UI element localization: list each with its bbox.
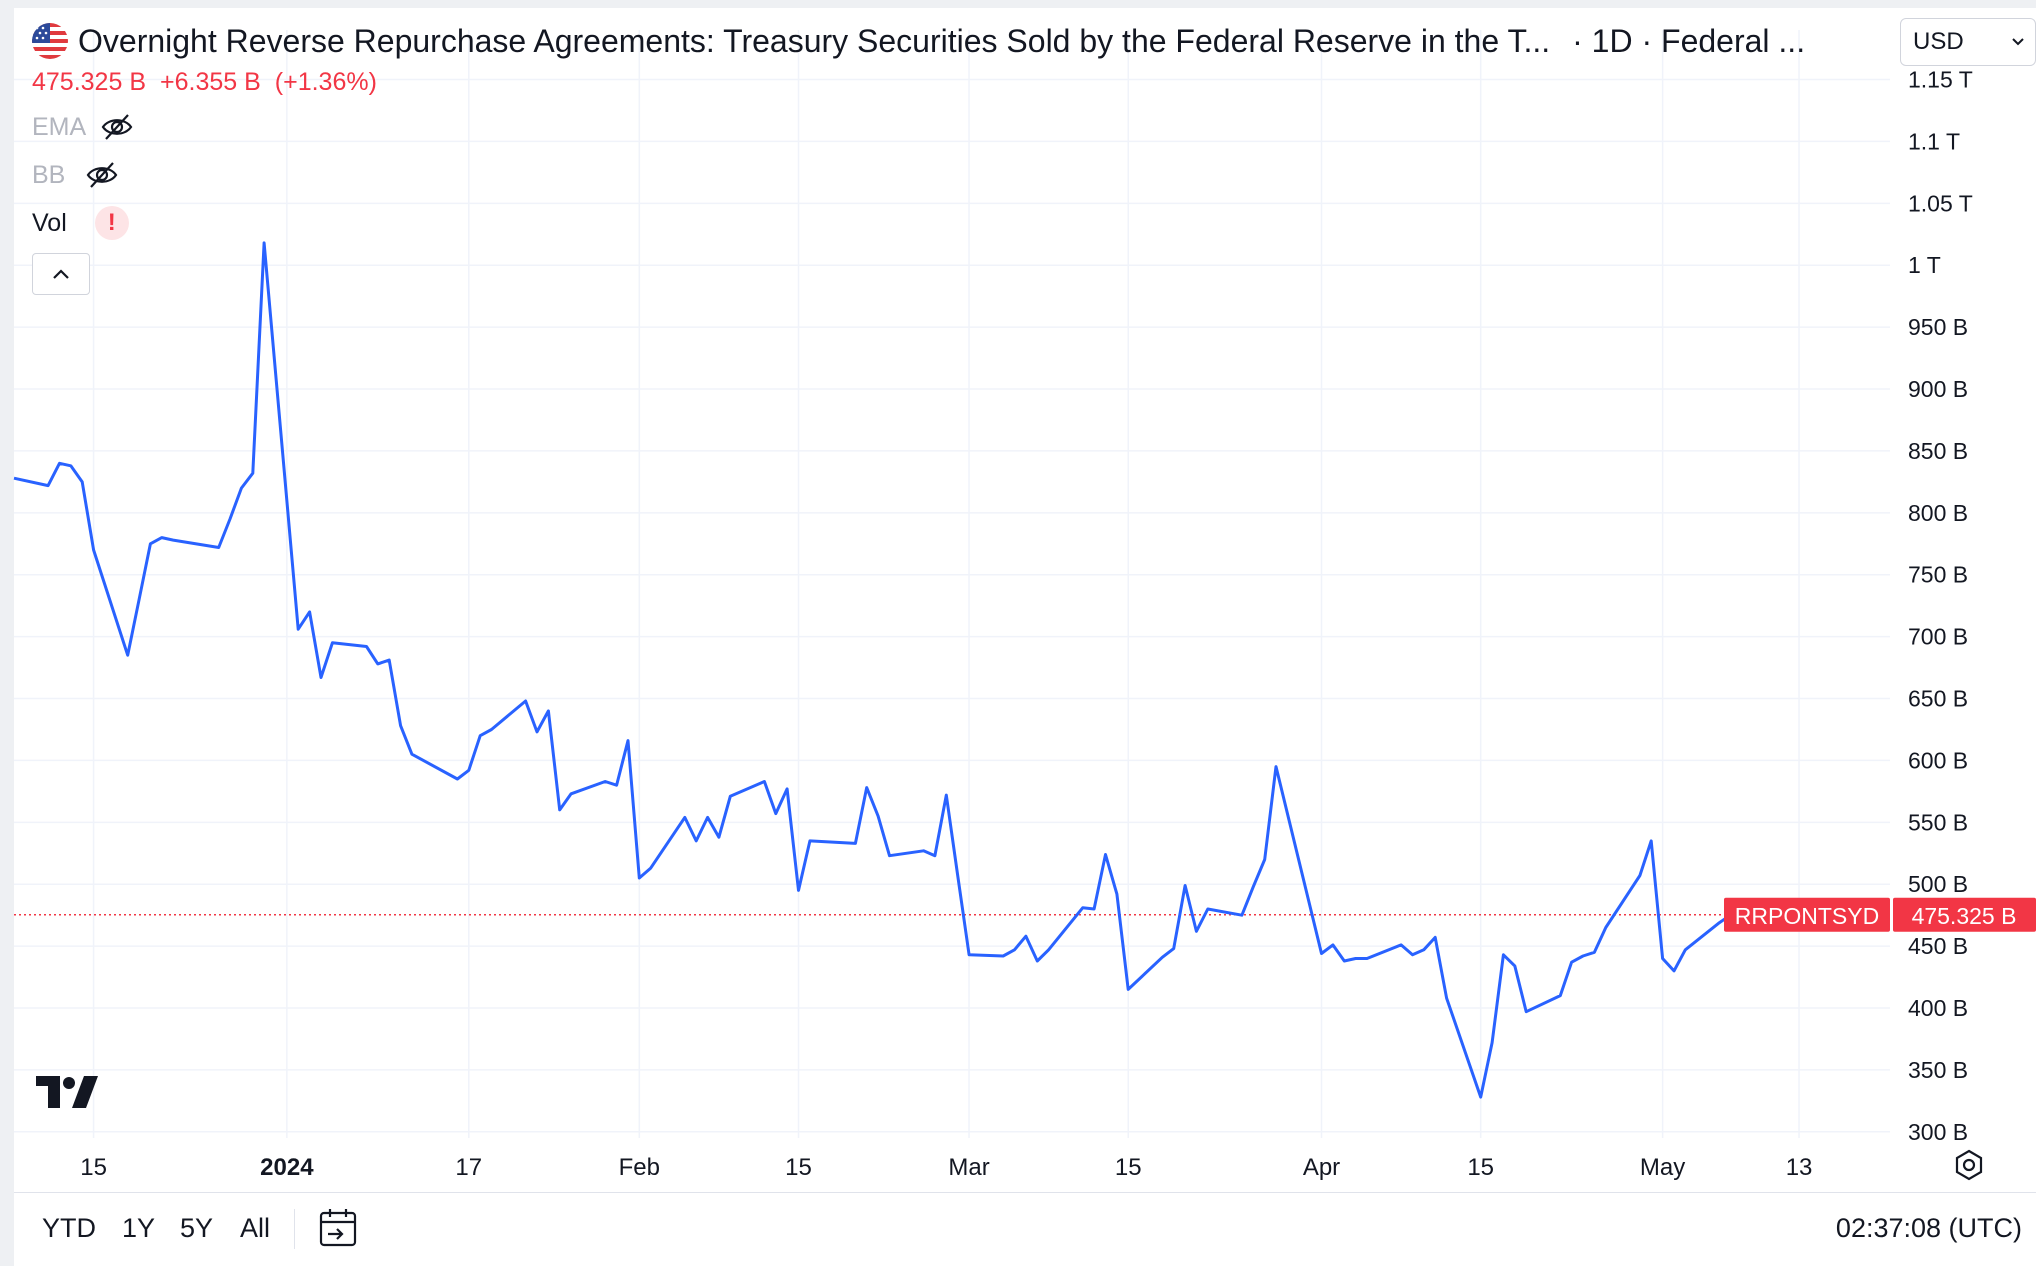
- y-tick-label: 950 B: [1908, 314, 1968, 340]
- last-price: 475.325 B: [32, 68, 146, 96]
- symbol-tag: [1724, 897, 1890, 932]
- eye-off-icon[interactable]: [85, 160, 119, 190]
- x-tick-label: 15: [1115, 1154, 1142, 1181]
- chevron-down-icon: [2012, 38, 2024, 46]
- x-tick-label: 15: [785, 1154, 812, 1181]
- range-all-button[interactable]: All: [240, 1213, 271, 1243]
- y-tick-label: 350 B: [1908, 1057, 1968, 1083]
- series-points: [14, 243, 1731, 1097]
- range-ytd-button[interactable]: YTD: [42, 1213, 96, 1243]
- eye-off-icon[interactable]: [100, 112, 134, 142]
- series-line: [13, 241, 1732, 1099]
- utc-clock[interactable]: 02:37:08 (UTC): [1835, 1213, 2022, 1243]
- gear-icon[interactable]: [1952, 1148, 1986, 1187]
- y-tick-label: 600 B: [1908, 747, 1968, 773]
- y-tick-label: 550 B: [1908, 809, 1968, 835]
- x-tick-label: Mar: [948, 1154, 989, 1181]
- y-tick-label: 850 B: [1908, 438, 1968, 464]
- y-tick-label: 500 B: [1908, 871, 1968, 897]
- currency-select[interactable]: USD: [1900, 18, 2036, 66]
- price-change-pct: (+1.36%): [274, 68, 377, 96]
- y-tick-label: 1.15 T: [1908, 67, 1973, 93]
- warning-icon[interactable]: !: [94, 206, 129, 240]
- x-tick-label: Feb: [619, 1154, 660, 1181]
- legend: Overnight Reverse Repurchase Agreements:…: [32, 18, 1805, 295]
- grid-horizontal: [14, 78, 1890, 1133]
- y-tick-label: 1.1 T: [1908, 128, 1960, 154]
- y-tick-label: 750 B: [1908, 562, 1968, 588]
- indicator-vol[interactable]: Vol !: [32, 199, 1805, 247]
- range-5y-button[interactable]: 5Y: [180, 1213, 214, 1243]
- price-change: +6.355 B: [160, 68, 261, 96]
- x-tick-label: 13: [1786, 1154, 1813, 1181]
- y-tick-label: 1 T: [1908, 252, 1941, 278]
- value-tag-label: 475.325 B: [1912, 903, 2017, 929]
- y-tick-label: 400 B: [1908, 995, 1968, 1021]
- symbol-tag-label: RRPONTSYD: [1735, 903, 1879, 929]
- y-tick-label: 900 B: [1908, 376, 1968, 402]
- x-tick-label: May: [1640, 1154, 1685, 1181]
- price-row: 475.325 B +6.355 B (+1.36%): [32, 68, 1805, 97]
- value-tag: [1893, 897, 2036, 932]
- y-tick-label: 300 B: [1908, 1119, 1968, 1145]
- time-axis[interactable]: 15 2024 17 Feb 15 Mar 15 Apr 15 May 13: [80, 1154, 1812, 1181]
- indicator-bb[interactable]: BB: [32, 151, 1805, 199]
- chevron-up-icon: [53, 269, 69, 279]
- title-row: Overnight Reverse Repurchase Agreements:…: [32, 18, 1805, 64]
- indicator-bb-label: BB: [32, 160, 66, 189]
- range-1y-button[interactable]: 1Y: [122, 1213, 156, 1243]
- x-tick-label: 17: [455, 1154, 482, 1181]
- indicator-ema[interactable]: EMA: [32, 103, 1805, 151]
- x-tick-label: 15: [1467, 1154, 1494, 1181]
- tradingview-logo-icon[interactable]: [36, 1076, 98, 1113]
- y-tick-label: 800 B: [1908, 500, 1968, 526]
- price-marker: RRPONTSYD 475.325 B: [1724, 897, 2036, 932]
- price-axis[interactable]: 300 B 350 B 400 B 450 B 500 B 550 B 600 B 650 B…: [1908, 67, 1973, 1145]
- indicator-vol-label: Vol: [32, 208, 67, 237]
- indicator-ema-label: EMA: [32, 112, 87, 141]
- x-tick-label: 2024: [260, 1154, 314, 1181]
- currency-value: USD: [1913, 28, 1964, 55]
- us-flag-icon: [32, 23, 68, 59]
- x-tick-label: 15: [80, 1154, 107, 1181]
- bottom-toolbar: YTD 1Y 5Y All 02:37:08 (UTC): [14, 1192, 2036, 1266]
- collapse-legend-button[interactable]: [32, 253, 90, 295]
- toolbar-divider: [294, 1209, 295, 1249]
- y-tick-label: 700 B: [1908, 624, 1968, 650]
- series-title[interactable]: Overnight Reverse Repurchase Agreements:…: [78, 22, 1551, 59]
- y-tick-label: 1.05 T: [1908, 190, 1973, 216]
- calendar-goto-icon[interactable]: [318, 1207, 358, 1249]
- x-tick-label: Apr: [1303, 1154, 1340, 1181]
- series-meta: · 1D · Federal ...: [1572, 22, 1806, 59]
- y-tick-label: 650 B: [1908, 686, 1968, 712]
- y-tick-label: 450 B: [1908, 933, 1968, 959]
